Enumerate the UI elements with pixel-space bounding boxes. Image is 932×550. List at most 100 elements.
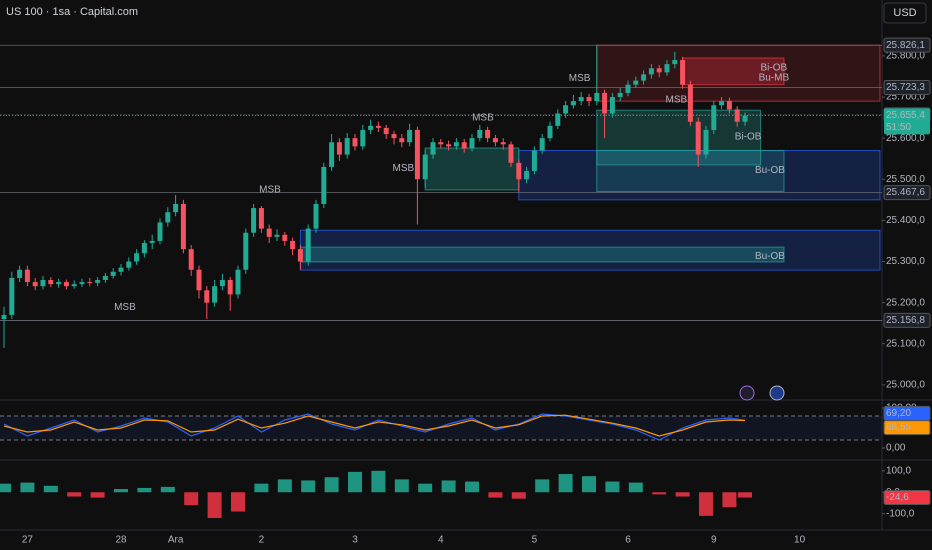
- candle-body: [719, 101, 725, 106]
- candle-body: [391, 134, 397, 139]
- candle-body: [375, 125, 381, 128]
- histogram-bar: [605, 481, 620, 493]
- histogram-bar: [628, 482, 643, 493]
- y-tick-label: 25.000,0: [886, 379, 925, 390]
- candle-body: [40, 279, 46, 287]
- histogram-bar: [184, 492, 199, 506]
- oscillator-line: [3, 413, 746, 441]
- candle-body: [687, 84, 693, 122]
- x-tick-label: 3: [352, 535, 358, 546]
- histogram-bar: [441, 480, 456, 493]
- candle-body: [118, 267, 124, 272]
- last-value-label-box: [883, 420, 931, 436]
- candle-body: [48, 279, 54, 285]
- candle-body: [71, 284, 77, 287]
- histogram-bar: [277, 479, 292, 493]
- histogram-bar: [394, 479, 409, 493]
- last-price-label: 25.655,4: [886, 110, 925, 121]
- candle-body: [290, 240, 296, 250]
- candle-body: [617, 92, 623, 98]
- candle-body: [79, 282, 85, 285]
- candle-body: [563, 105, 569, 114]
- candle-body: [555, 113, 561, 126]
- candle-body: [422, 154, 428, 180]
- candle-body: [173, 203, 179, 213]
- oscillator-line: [3, 414, 746, 437]
- histogram-bar: [558, 474, 573, 493]
- candle-body: [251, 208, 257, 233]
- last-value-label-box: [883, 490, 931, 506]
- level-label: 25.723,3: [886, 82, 925, 93]
- candle-body: [633, 80, 639, 85]
- candle-body: [453, 142, 459, 147]
- candle-body: [305, 228, 311, 262]
- candle-body: [157, 222, 163, 241]
- last-value-label: -24,6: [886, 492, 909, 503]
- histogram-bar: [90, 492, 105, 498]
- y-tick-label: 25.300,0: [886, 256, 925, 267]
- annotation: Bu-OB: [755, 251, 785, 262]
- histogram-bar: [324, 477, 339, 493]
- candle-body: [9, 277, 15, 315]
- histogram-bar: [699, 492, 713, 516]
- zone: [424, 147, 520, 191]
- x-tick-label: 27: [22, 535, 34, 546]
- candle-body: [149, 240, 155, 243]
- histogram-bar: [488, 492, 503, 498]
- candle-body: [235, 269, 241, 295]
- candle-body: [266, 228, 272, 237]
- candle-body: [539, 138, 545, 151]
- level-label-box: [883, 79, 931, 95]
- currency-button[interactable]: [883, 2, 927, 24]
- x-tick-label: 5: [532, 535, 538, 546]
- y-tick-label: -100,0: [886, 508, 915, 519]
- candle-body: [17, 269, 23, 278]
- histogram-bar: [207, 492, 222, 518]
- level-label: 25.156,8: [886, 315, 925, 326]
- y-tick-label: 25.100,0: [886, 338, 925, 349]
- x-tick-label: 2: [259, 535, 265, 546]
- level-label-box: [883, 37, 931, 53]
- candle-body: [594, 92, 600, 102]
- candle-body: [430, 142, 436, 155]
- histogram-bar: [43, 485, 58, 493]
- annotation: MSB: [472, 113, 494, 124]
- candle-body: [492, 138, 498, 143]
- histogram-bar: [114, 489, 128, 493]
- candle-body: [609, 97, 615, 114]
- annotation: Bi-OB: [735, 132, 762, 143]
- histogram-bar: [254, 483, 269, 493]
- candle-body: [56, 282, 62, 285]
- zone: [596, 149, 785, 193]
- event-icon[interactable]: [739, 385, 755, 401]
- candle-body: [63, 282, 69, 287]
- candle-body: [438, 142, 444, 145]
- annotation: MSB: [259, 185, 281, 196]
- candle-body: [469, 138, 475, 149]
- histogram-bar: [371, 470, 386, 493]
- flag-icon[interactable]: [769, 385, 785, 401]
- histogram-bar: [465, 481, 479, 493]
- candle-body: [547, 125, 553, 139]
- candle-body: [703, 129, 709, 155]
- candle-body: [126, 261, 132, 268]
- x-tick-label: Ara: [168, 535, 184, 546]
- candle-body: [274, 234, 280, 237]
- candle-body: [188, 249, 194, 270]
- histogram-bar: [67, 492, 82, 497]
- candle-body: [625, 84, 631, 93]
- histogram-bar: [652, 492, 667, 495]
- last-value-label: 68,55: [886, 422, 911, 433]
- candle-body: [711, 105, 717, 130]
- chart-title: US 100 · 1sa · Capital.com: [6, 6, 138, 18]
- candle-body: [227, 279, 233, 295]
- y-tick-label: 25.600,0: [886, 133, 925, 144]
- annotation: Bi-OB: [761, 62, 788, 73]
- y-tick-label: 25.500,0: [886, 174, 925, 185]
- candle-body: [336, 142, 342, 155]
- x-tick-label: 6: [625, 535, 631, 546]
- band-fill: [0, 416, 882, 440]
- candle-body: [578, 97, 584, 102]
- candle-body: [141, 242, 147, 254]
- candle-body: [383, 127, 389, 135]
